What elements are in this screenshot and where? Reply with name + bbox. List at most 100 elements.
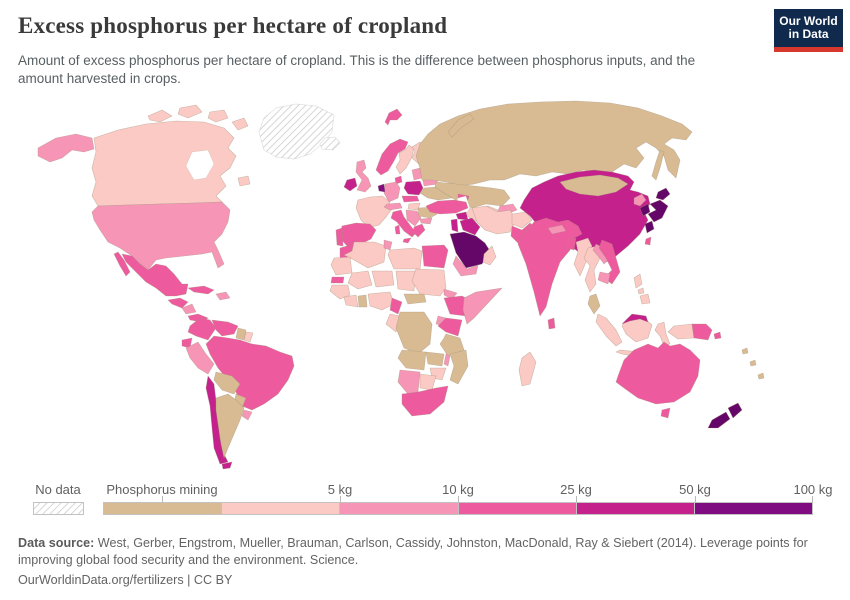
- country-czech-slovakia[interactable]: [401, 195, 420, 203]
- country-namibia[interactable]: [397, 369, 421, 395]
- country-sakhalin[interactable]: [651, 149, 665, 181]
- country-egypt[interactable]: [421, 244, 449, 269]
- country-portugal[interactable]: [335, 227, 344, 247]
- country-angola[interactable]: [397, 349, 427, 371]
- country-mexico-baja[interactable]: [113, 251, 131, 277]
- country-malawi[interactable]: [443, 353, 451, 367]
- country-nigeria[interactable]: [367, 291, 395, 311]
- country-south-korea[interactable]: [639, 203, 651, 217]
- country-iraq[interactable]: [459, 217, 481, 236]
- country-venezuela[interactable]: [211, 319, 239, 337]
- legend-segment-50kg[interactable]: [575, 503, 694, 514]
- country-italy[interactable]: [390, 209, 417, 244]
- country-france[interactable]: [355, 195, 393, 229]
- country-ireland[interactable]: [343, 177, 358, 192]
- country-niger[interactable]: [371, 270, 395, 288]
- country-myanmar[interactable]: [573, 237, 593, 277]
- country-mauritania[interactable]: [330, 256, 353, 276]
- country-kenya[interactable]: [437, 317, 463, 337]
- country-colombia[interactable]: [187, 317, 217, 341]
- country-japan[interactable]: [644, 187, 671, 234]
- country-malaysia-borneo[interactable]: [621, 313, 649, 325]
- owid-logo[interactable]: Our World in Data: [774, 9, 843, 52]
- country-north-korea[interactable]: [633, 193, 647, 207]
- country-zambia[interactable]: [425, 351, 445, 367]
- country-benelux[interactable]: [377, 183, 386, 193]
- country-russia[interactable]: [415, 100, 693, 187]
- country-cuba[interactable]: [187, 285, 215, 295]
- country-ivory-coast[interactable]: [343, 294, 359, 308]
- country-syria[interactable]: [455, 211, 469, 221]
- country-cameroon[interactable]: [389, 297, 403, 315]
- country-india[interactable]: [517, 217, 583, 317]
- country-cambodia[interactable]: [597, 271, 611, 285]
- country-poland[interactable]: [403, 180, 424, 196]
- country-pacific-islands[interactable]: [741, 347, 765, 380]
- country-sudan[interactable]: [411, 268, 447, 297]
- legend-no-data-swatch[interactable]: [33, 502, 84, 515]
- country-libya[interactable]: [387, 247, 423, 270]
- country-dr-congo[interactable]: [395, 311, 433, 355]
- country-iceland[interactable]: [319, 136, 341, 151]
- footer-link[interactable]: OurWorldinData.org/fertilizers | CC BY: [18, 573, 233, 587]
- country-mali[interactable]: [347, 270, 373, 290]
- country-guatemala[interactable]: [167, 297, 189, 309]
- country-madagascar[interactable]: [518, 351, 537, 387]
- legend-segment-10kg[interactable]: [339, 503, 458, 514]
- country-south-africa[interactable]: [401, 385, 449, 417]
- country-algeria[interactable]: [343, 241, 387, 269]
- country-afghanistan[interactable]: [511, 211, 533, 229]
- country-novaya-zemlya[interactable]: [447, 113, 475, 138]
- country-taiwan[interactable]: [644, 236, 652, 246]
- country-turkey[interactable]: [425, 199, 469, 215]
- country-tunisia[interactable]: [383, 239, 393, 251]
- country-brazil[interactable]: [205, 335, 295, 411]
- country-germany[interactable]: [383, 181, 401, 203]
- country-malaysia-peninsula[interactable]: [587, 293, 601, 315]
- country-tierra-del-fuego[interactable]: [221, 461, 233, 470]
- country-ghana[interactable]: [357, 294, 368, 308]
- country-botswana[interactable]: [419, 373, 437, 391]
- country-senegal[interactable]: [330, 276, 345, 284]
- country-israel-jordan[interactable]: [450, 218, 459, 233]
- country-canada[interactable]: [91, 120, 237, 207]
- country-nicaragua[interactable]: [181, 303, 197, 315]
- country-oman[interactable]: [482, 245, 497, 266]
- country-sulawesi[interactable]: [654, 321, 671, 347]
- country-yemen[interactable]: [452, 255, 479, 277]
- country-mongolia[interactable]: [559, 174, 629, 197]
- country-alaska[interactable]: [37, 133, 95, 163]
- country-philippines[interactable]: [633, 273, 651, 305]
- country-austria-switzerland[interactable]: [383, 202, 403, 211]
- country-tasmania[interactable]: [660, 407, 671, 419]
- country-central-african-republic[interactable]: [403, 293, 427, 305]
- country-uk[interactable]: [355, 159, 372, 193]
- country-papua-new-guinea[interactable]: [691, 323, 722, 341]
- country-balkans[interactable]: [405, 209, 422, 227]
- country-sumatra[interactable]: [595, 313, 623, 347]
- legend-segment-mining[interactable]: [104, 503, 222, 514]
- country-mexico[interactable]: [121, 253, 189, 297]
- country-suriname[interactable]: [243, 331, 254, 343]
- country-greenland[interactable]: [258, 103, 335, 160]
- country-nepal[interactable]: [547, 224, 567, 235]
- country-sri-lanka[interactable]: [547, 317, 556, 330]
- country-west-papua[interactable]: [667, 323, 695, 340]
- country-mozambique[interactable]: [449, 349, 469, 385]
- country-somalia[interactable]: [462, 287, 503, 325]
- country-norway[interactable]: [375, 138, 409, 176]
- country-bulgaria[interactable]: [419, 217, 433, 225]
- country-bangladesh[interactable]: [566, 237, 577, 251]
- country-hispaniola[interactable]: [215, 291, 231, 301]
- country-bolivia[interactable]: [213, 371, 241, 395]
- country-new-zealand[interactable]: [707, 402, 743, 429]
- country-greece[interactable]: [412, 223, 426, 238]
- country-australia[interactable]: [615, 341, 701, 405]
- country-chad[interactable]: [395, 270, 417, 292]
- country-sweden[interactable]: [395, 144, 415, 175]
- legend-segment-25kg[interactable]: [457, 503, 576, 514]
- country-iran[interactable]: [471, 205, 517, 235]
- legend-segment-100kg[interactable]: [693, 503, 813, 514]
- country-svalbard[interactable]: [384, 108, 403, 126]
- country-uruguay[interactable]: [241, 409, 253, 421]
